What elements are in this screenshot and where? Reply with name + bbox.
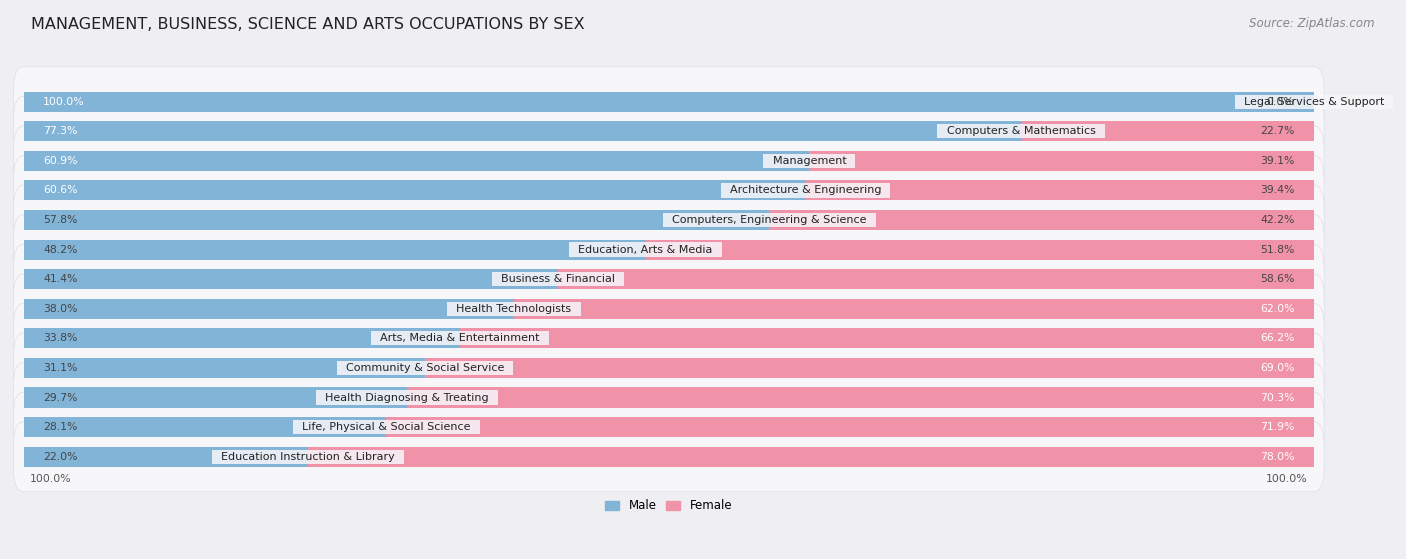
Bar — [460, 328, 1313, 348]
FancyBboxPatch shape — [14, 274, 1324, 344]
FancyBboxPatch shape — [14, 244, 1324, 314]
FancyBboxPatch shape — [14, 363, 1324, 433]
Text: 39.1%: 39.1% — [1260, 156, 1295, 166]
Text: Management: Management — [765, 156, 853, 166]
Bar — [24, 328, 460, 348]
Text: 71.9%: 71.9% — [1260, 422, 1295, 432]
Text: Business & Financial: Business & Financial — [494, 274, 621, 284]
Text: 28.1%: 28.1% — [44, 422, 77, 432]
FancyBboxPatch shape — [14, 67, 1324, 136]
Text: 66.2%: 66.2% — [1260, 333, 1295, 343]
Bar — [645, 240, 1313, 259]
Text: Legal Services & Support: Legal Services & Support — [1237, 97, 1391, 107]
Bar — [425, 358, 1315, 378]
Bar — [308, 447, 1313, 467]
Bar — [406, 387, 1313, 408]
Bar — [24, 181, 806, 201]
Text: Community & Social Service: Community & Social Service — [339, 363, 512, 373]
Text: Health Technologists: Health Technologists — [450, 304, 578, 314]
Bar — [24, 358, 425, 378]
Text: 100.0%: 100.0% — [1265, 475, 1308, 485]
Text: Source: ZipAtlas.com: Source: ZipAtlas.com — [1250, 17, 1375, 30]
Bar — [24, 92, 1313, 112]
Bar — [24, 299, 515, 319]
Text: Life, Physical & Social Science: Life, Physical & Social Science — [295, 422, 478, 432]
Text: 33.8%: 33.8% — [44, 333, 77, 343]
Bar — [24, 447, 308, 467]
Text: Health Diagnosing & Treating: Health Diagnosing & Treating — [318, 392, 496, 402]
Text: Education, Arts & Media: Education, Arts & Media — [571, 245, 720, 254]
Bar — [769, 210, 1313, 230]
Text: Computers, Engineering & Science: Computers, Engineering & Science — [665, 215, 873, 225]
Text: 62.0%: 62.0% — [1260, 304, 1295, 314]
Bar — [1021, 121, 1313, 141]
Text: 70.3%: 70.3% — [1260, 392, 1295, 402]
Text: 51.8%: 51.8% — [1260, 245, 1295, 254]
Bar — [810, 151, 1313, 171]
FancyBboxPatch shape — [14, 421, 1324, 491]
Text: 38.0%: 38.0% — [44, 304, 77, 314]
Bar — [24, 387, 406, 408]
FancyBboxPatch shape — [14, 333, 1324, 403]
FancyBboxPatch shape — [14, 96, 1324, 166]
Text: 42.2%: 42.2% — [1260, 215, 1295, 225]
Text: 60.9%: 60.9% — [44, 156, 77, 166]
Text: 69.0%: 69.0% — [1260, 363, 1295, 373]
Legend: Male, Female: Male, Female — [600, 495, 737, 517]
Text: 100.0%: 100.0% — [30, 475, 72, 485]
Text: Education Instruction & Library: Education Instruction & Library — [214, 452, 402, 462]
Text: 78.0%: 78.0% — [1260, 452, 1295, 462]
Bar — [515, 299, 1313, 319]
Bar — [24, 210, 769, 230]
Text: 22.0%: 22.0% — [44, 452, 77, 462]
Bar — [24, 417, 387, 437]
Bar — [24, 269, 558, 289]
Text: 48.2%: 48.2% — [44, 245, 77, 254]
Bar — [24, 151, 810, 171]
Text: 41.4%: 41.4% — [44, 274, 77, 284]
Text: Architecture & Engineering: Architecture & Engineering — [723, 186, 889, 196]
FancyBboxPatch shape — [14, 392, 1324, 462]
Text: 29.7%: 29.7% — [44, 392, 77, 402]
Text: Computers & Mathematics: Computers & Mathematics — [939, 126, 1102, 136]
Text: 39.4%: 39.4% — [1260, 186, 1295, 196]
FancyBboxPatch shape — [14, 126, 1324, 196]
FancyBboxPatch shape — [14, 304, 1324, 373]
Text: 31.1%: 31.1% — [44, 363, 77, 373]
Bar — [24, 121, 1021, 141]
FancyBboxPatch shape — [14, 215, 1324, 285]
Text: 58.6%: 58.6% — [1260, 274, 1295, 284]
Text: Arts, Media & Entertainment: Arts, Media & Entertainment — [373, 333, 547, 343]
Text: 100.0%: 100.0% — [44, 97, 84, 107]
Bar — [558, 269, 1313, 289]
Text: 0.0%: 0.0% — [1267, 97, 1295, 107]
Text: 57.8%: 57.8% — [44, 215, 77, 225]
Text: 60.6%: 60.6% — [44, 186, 77, 196]
FancyBboxPatch shape — [14, 185, 1324, 255]
Bar — [806, 181, 1313, 201]
Bar — [24, 240, 645, 259]
Text: 22.7%: 22.7% — [1260, 126, 1295, 136]
FancyBboxPatch shape — [14, 155, 1324, 225]
Bar — [387, 417, 1313, 437]
Text: 77.3%: 77.3% — [44, 126, 77, 136]
Text: MANAGEMENT, BUSINESS, SCIENCE AND ARTS OCCUPATIONS BY SEX: MANAGEMENT, BUSINESS, SCIENCE AND ARTS O… — [31, 17, 585, 32]
